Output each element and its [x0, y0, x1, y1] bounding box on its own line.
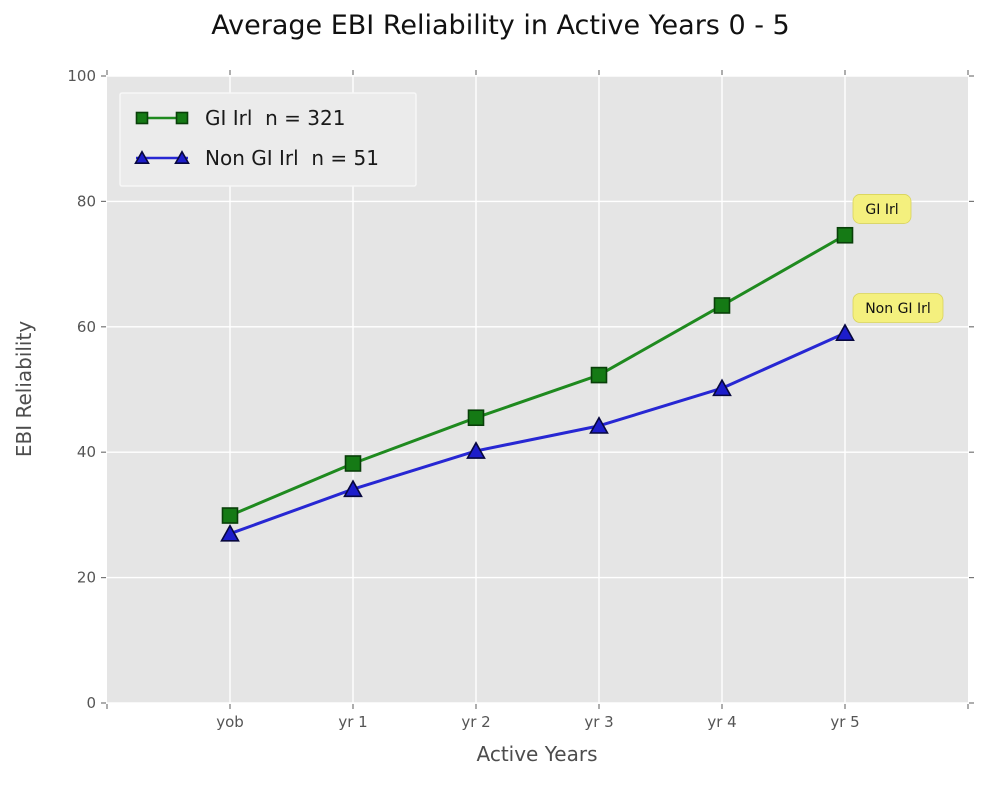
marker-triangle — [343, 479, 363, 498]
x-tick-label: yr 5 — [830, 713, 859, 731]
legend-label: GI Irl n = 321 — [205, 106, 345, 130]
y-tick-label: 100 — [67, 67, 96, 85]
marker-square — [713, 297, 731, 314]
axis-ticks — [101, 70, 974, 709]
y-tick-label: 40 — [77, 443, 96, 461]
y-tick-label: 0 — [86, 694, 96, 712]
legend: GI Irl n = 321 Non GI Irl n = 51 — [119, 92, 417, 187]
y-tick-label: 60 — [77, 318, 96, 336]
marker-square — [467, 409, 485, 427]
tick-labels: 0 20 40 60 80 100 yob yr 1 yr 2 yr 3 yr 4 yr 5 — [67, 67, 859, 731]
annotation-label: Non GI Irl — [865, 301, 931, 317]
series-line-non-gi-irl — [228, 331, 847, 536]
marker-triangle — [220, 523, 240, 542]
chart-title: Average EBI Reliability in Active Years … — [211, 10, 790, 41]
marker-triangle — [134, 150, 150, 165]
marker-square — [135, 111, 149, 125]
marker-square — [344, 455, 362, 472]
legend-box — [119, 92, 417, 187]
marker-square — [175, 111, 189, 125]
x-tick-label: yr 4 — [707, 713, 736, 731]
x-axis-label: Active Years — [477, 742, 598, 766]
legend-label: Non GI Irl n = 51 — [205, 146, 379, 170]
marker-square — [221, 507, 239, 524]
annotation-box-gi-irl — [852, 194, 912, 224]
marker-square — [836, 226, 854, 244]
x-tick-label: yr 2 — [461, 713, 490, 731]
series-line-gi-irl — [228, 233, 847, 518]
y-tick-label: 20 — [77, 569, 96, 587]
x-tick-label: yr 3 — [584, 713, 613, 731]
x-tick-label: yob — [216, 713, 244, 731]
y-axis-label: EBI Reliability — [12, 321, 36, 457]
y-tick-label: 80 — [77, 192, 96, 210]
marker-square — [590, 366, 608, 384]
marker-triangle — [835, 323, 855, 341]
marker-triangle — [174, 150, 190, 165]
marker-triangle — [712, 378, 732, 397]
annotation-box-non-gi-irl — [852, 293, 944, 323]
annotations: GI Irl Non GI Irl — [852, 194, 944, 323]
annotation-label: GI Irl — [865, 202, 898, 218]
x-tick-label: yr 1 — [338, 713, 367, 731]
marker-triangle — [589, 416, 609, 434]
data-series — [220, 226, 855, 542]
marker-triangle — [466, 441, 486, 459]
